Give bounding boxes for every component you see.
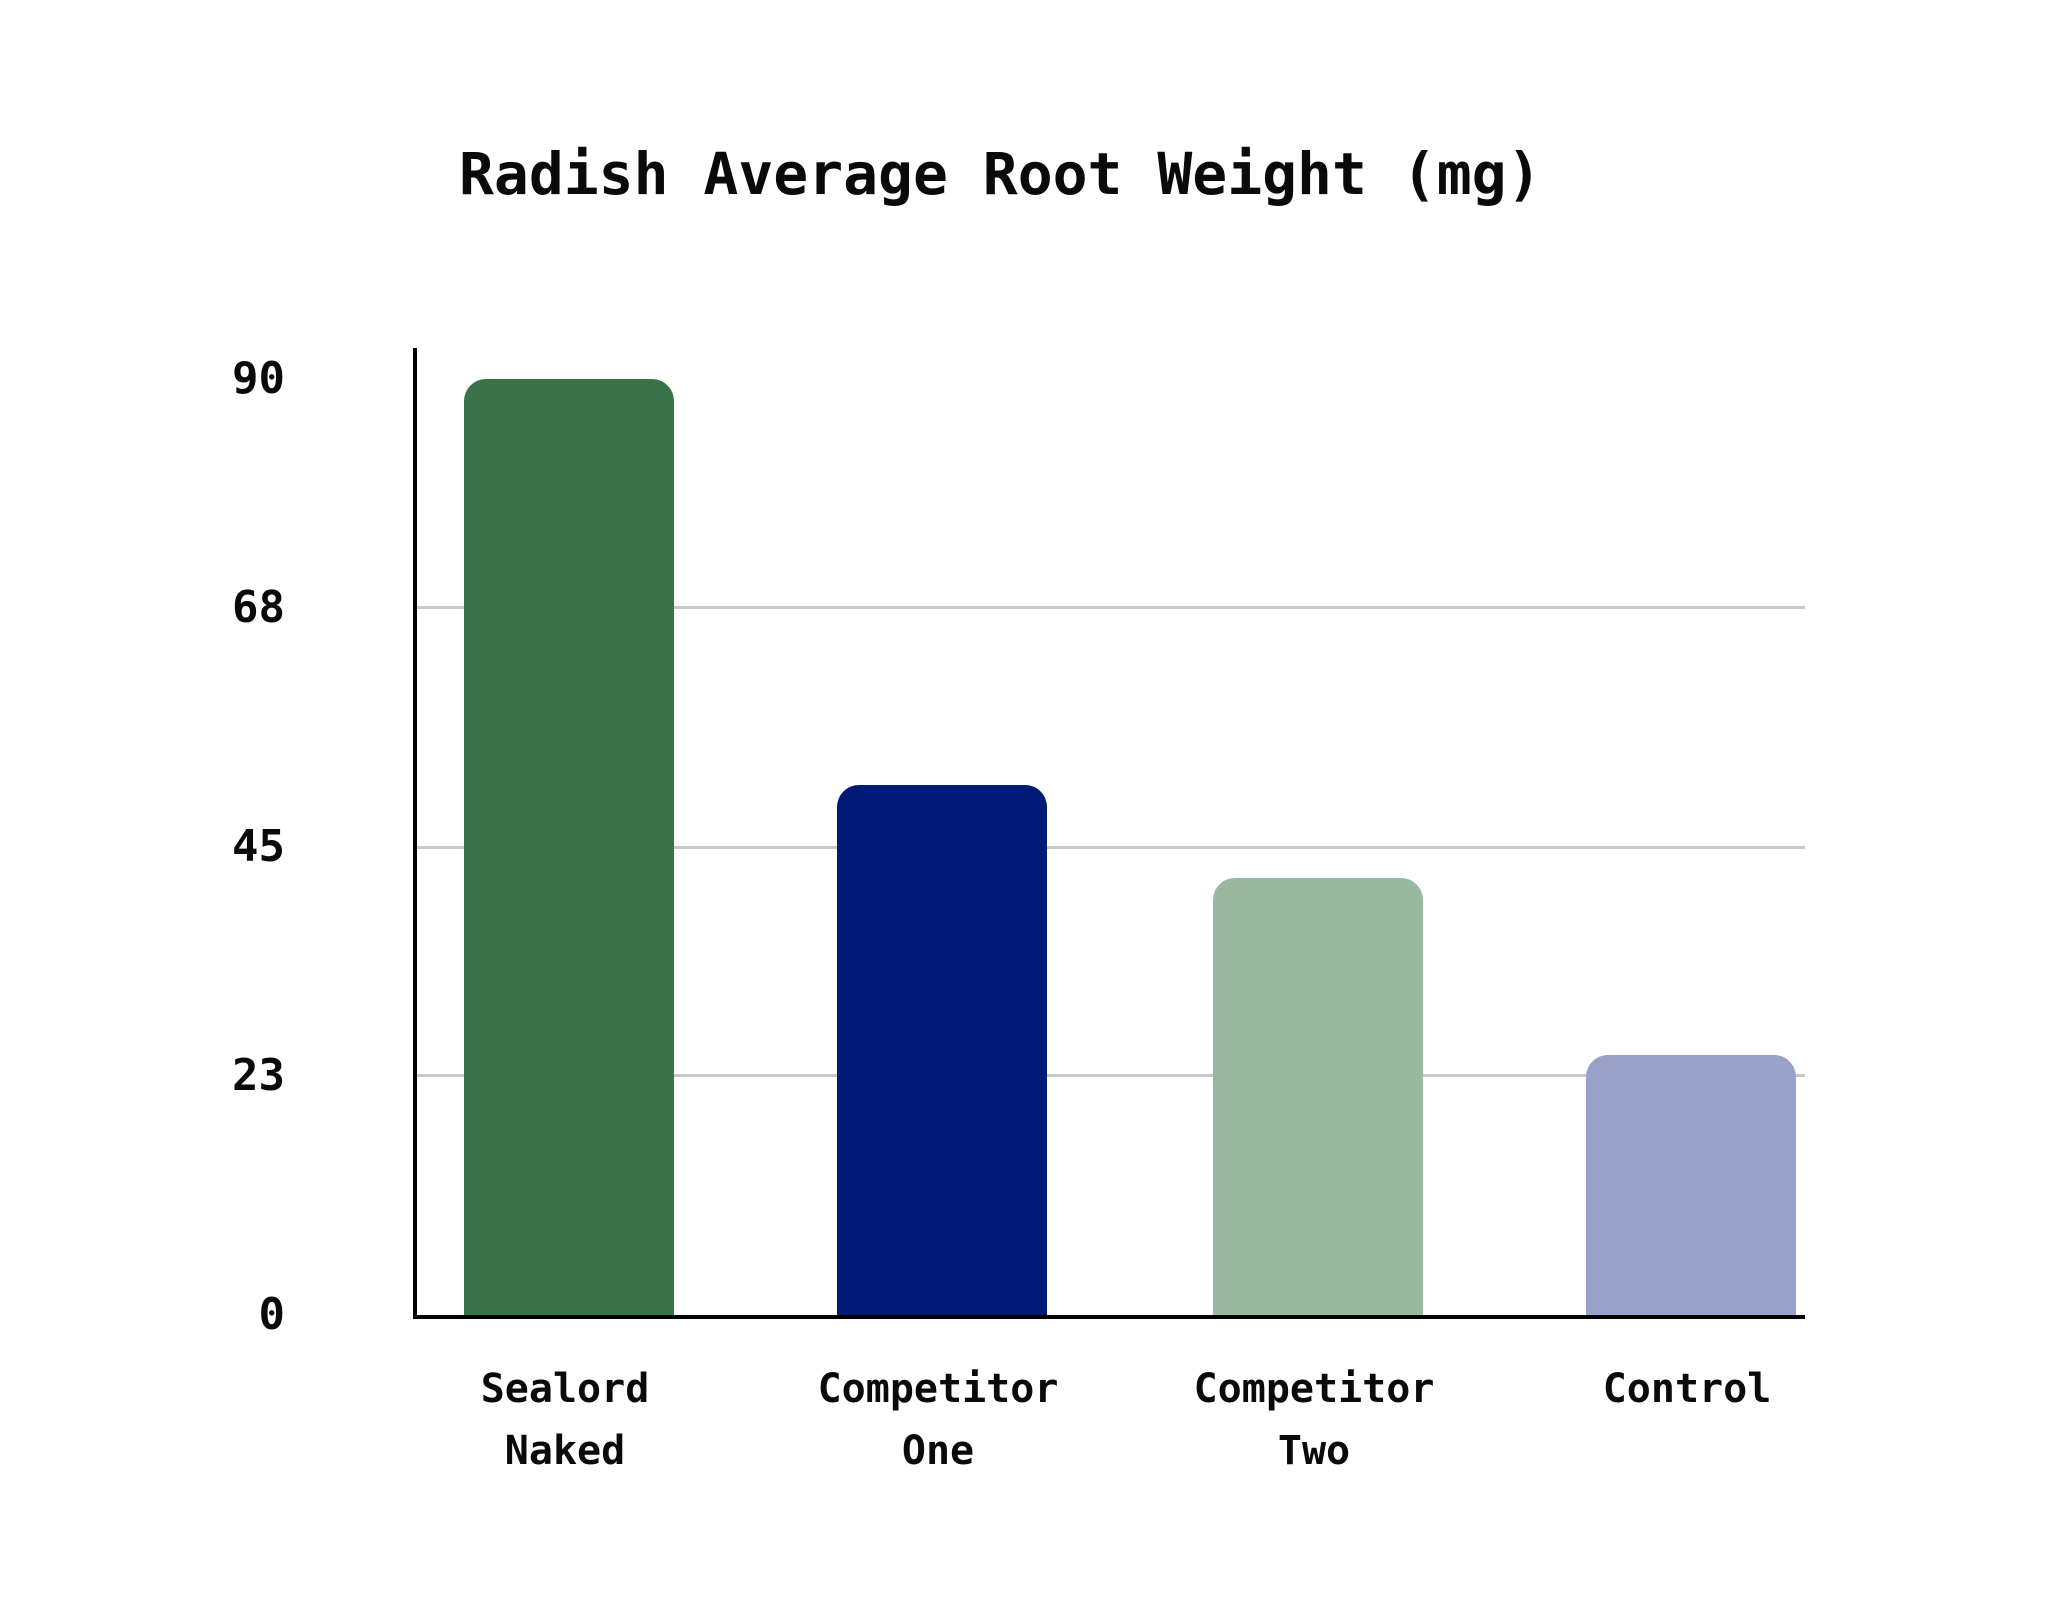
x-tick-competitor-two: Competitor Two [1193, 1366, 1435, 1474]
plot-area [413, 348, 1805, 1319]
gridline-45 [417, 845, 1805, 849]
bar-competitor-two [1213, 878, 1423, 1315]
bar-control [1586, 1055, 1796, 1315]
y-axis-labels: 90 68 45 23 0 [0, 348, 285, 1348]
y-tick-45: 45 [232, 821, 285, 872]
y-tick-23: 23 [232, 1049, 285, 1101]
x-tick-control: Control [1602, 1366, 1772, 1412]
bar-competitor-one [837, 784, 1047, 1315]
x-axis-labels: Sealord Naked Competitor One Competitor Two Co… [413, 1358, 1801, 1518]
x-tick-competitor-one: Competitor One [817, 1366, 1059, 1474]
y-tick-68: 68 [232, 581, 285, 633]
chart-title: Radish Average Root Weight (mg) [459, 140, 1542, 208]
y-tick-90: 90 [232, 353, 285, 404]
x-tick-sealord-naked: Sealord Naked [480, 1366, 650, 1474]
bar-sealord-naked [464, 379, 674, 1315]
gridline-23 [417, 1074, 1805, 1078]
y-tick-0: 0 [258, 1289, 286, 1340]
gridline-68 [417, 606, 1805, 610]
